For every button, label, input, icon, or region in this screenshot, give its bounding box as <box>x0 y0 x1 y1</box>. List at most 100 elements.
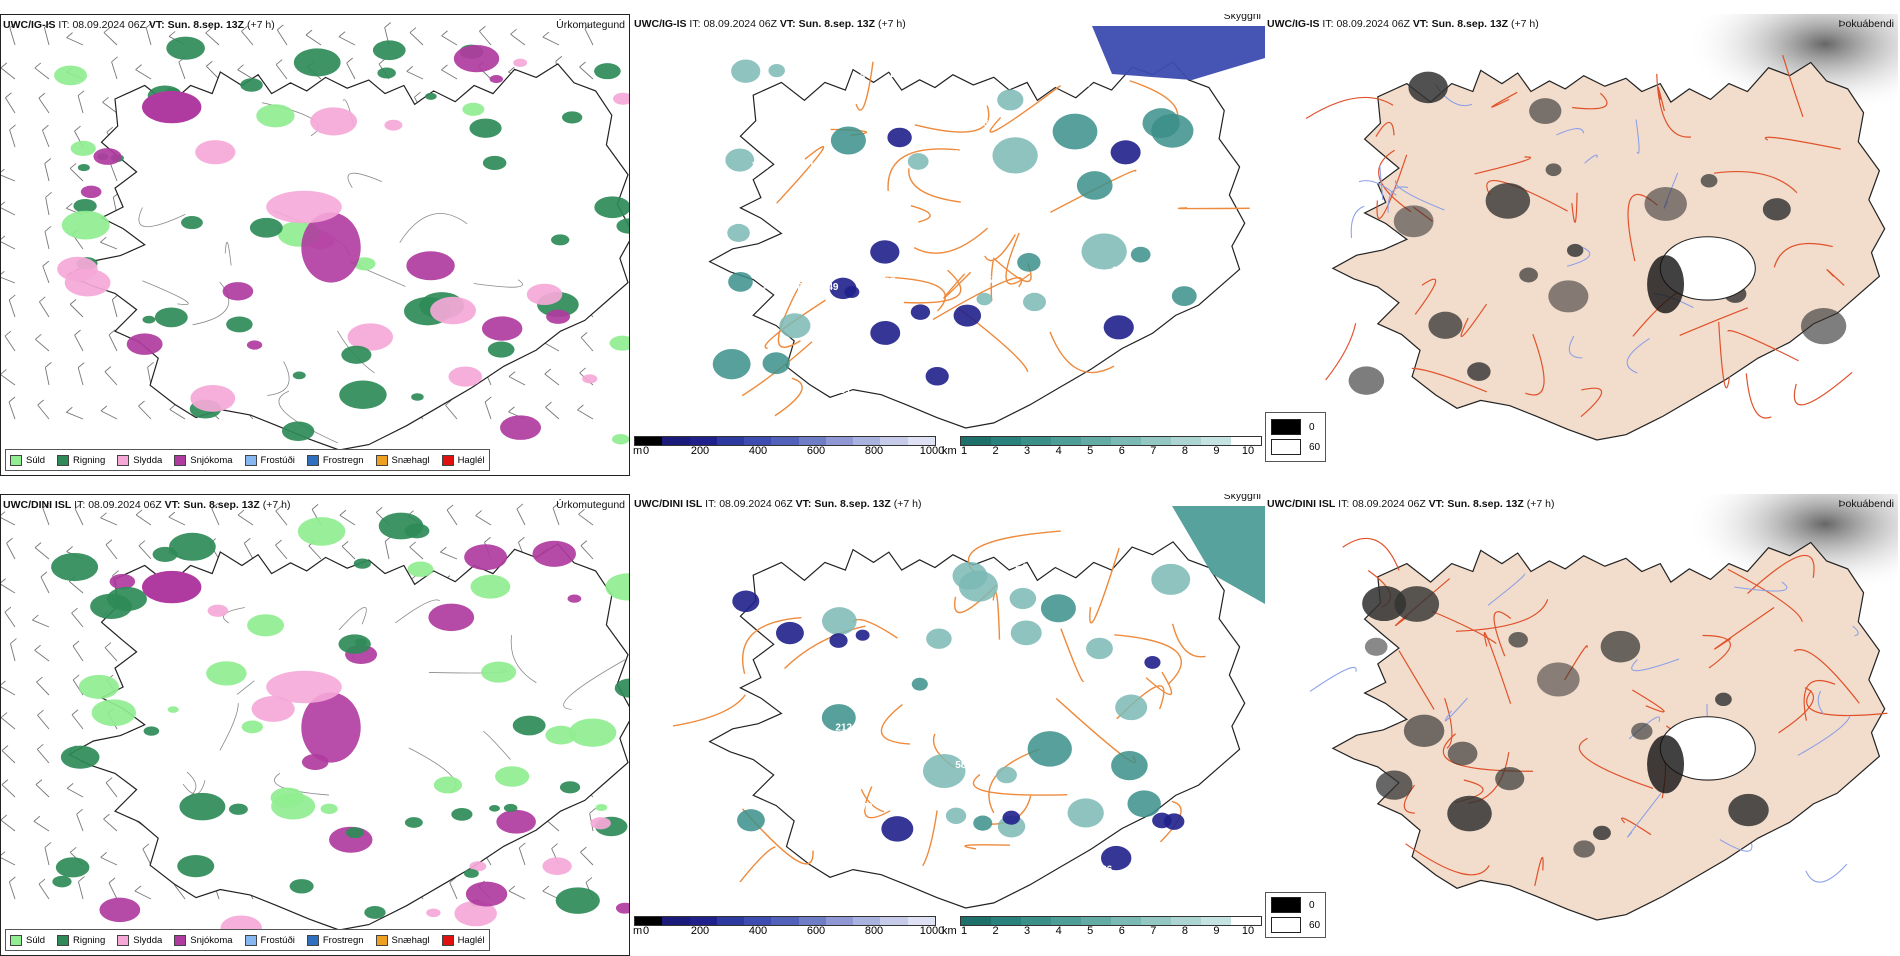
cloud-base-label: 58 <box>955 760 967 771</box>
vt-value: Sun. 8.sep. 13Z <box>167 19 245 31</box>
fog-legend-bottom: 0 60 <box>1265 892 1327 938</box>
cloud-base-label: 85 <box>848 793 860 804</box>
tick-label: 7 <box>1150 925 1157 937</box>
legend-item: Frostúði <box>244 454 295 466</box>
cloud-base-label: 59 <box>949 798 961 809</box>
fog-map <box>1309 494 1898 921</box>
precip-legend: Súld Rigning Slydda Snjókoma Frostúði Fr… <box>5 449 490 471</box>
cloud-base-label: 49 <box>827 282 839 293</box>
tick-label: 4 <box>1055 925 1062 937</box>
tick-label: 6 <box>1118 925 1125 937</box>
cloud-base-label: 150 <box>879 667 896 678</box>
cloud-base-label: 161 <box>996 285 1013 296</box>
cloud-base-label: 46 <box>760 269 772 280</box>
panel-header: UWC/DINI ISL IT: 08.09.2024 06Z VT: Sun.… <box>3 499 625 511</box>
precip-legend: Súld Rigning Slydda Snjókoma Frostúði Fr… <box>5 929 490 951</box>
cloud-base-label: 19 <box>762 280 774 291</box>
cloud-base-label: 61 <box>912 715 924 726</box>
lead-time: (+7 h) <box>246 19 275 31</box>
fog-panel-top: UWC/IG-IS IT: 08.09.2024 06Z VT: Sun. 8.… <box>1265 14 1898 484</box>
tick-label: 8 <box>1181 925 1188 937</box>
cloud-map: 212 189 140 150 97 64 65 161 61 58 85 86 70 88 59 633 <box>672 506 1265 909</box>
cloud-panel-top: 152 151 11 107 5 49 16 51 88 161 19 107 6 128 13 141 635… <box>632 14 1265 484</box>
cloud-base-label: 635 <box>976 276 993 287</box>
cloud-base-label: 70 <box>861 802 873 813</box>
fog-legend-top: 0 60 <box>1265 412 1327 462</box>
tick-label: 3 <box>1024 445 1031 457</box>
tick-label: 600 <box>806 445 826 457</box>
precip-panel-top: UWC/IG-IS IT: 08.09.2024 06Z VT: Sun. 8.… <box>0 14 630 476</box>
tick-label: 3 <box>1024 925 1031 937</box>
cloud-base-label: 172 <box>1006 188 1023 199</box>
tick-label: 400 <box>748 925 768 937</box>
cloud-base-label: 633 <box>849 770 866 781</box>
panel-header: UWC/IG-IS IT: 08.09.2024 06Z VT: Sun. 8.… <box>634 14 1261 30</box>
tick-label: 2 <box>992 925 999 937</box>
cloud-base-label: 128 <box>765 102 782 113</box>
cloud-base-label: 6 <box>860 72 866 83</box>
tick-label: 200 <box>690 925 710 937</box>
legend-item: Frostregn <box>306 454 364 466</box>
cloud-base-label: 148 <box>809 161 826 172</box>
tick-label: 200 <box>690 445 710 457</box>
tick-label: 800 <box>864 925 884 937</box>
panel-title: Skyggni <box>1223 494 1261 502</box>
legend-item: Slydda <box>117 454 162 466</box>
cloud-base-label: 141 <box>889 69 906 80</box>
cloud-base-label: 343 <box>870 119 887 130</box>
precip-panel-bottom: UWC/DINI ISL IT: 08.09.2024 06Z VT: Sun.… <box>0 494 630 956</box>
cloud-base-label: 212 <box>835 723 852 734</box>
cloud-base-label: 159 <box>829 383 846 394</box>
panel-header: UWC/DINI ISL IT: 08.09.2024 06Z VT: Sun.… <box>634 494 1261 510</box>
cloud-base-label: 189 <box>1027 830 1044 841</box>
it-label: IT: <box>58 19 70 31</box>
model-name: UWC/IG-IS <box>3 19 56 31</box>
tick-label: 5 <box>1087 925 1094 937</box>
cloud-map: 152 151 11 107 5 49 16 51 88 161 19 107 6 128 13 141 635… <box>708 26 1265 429</box>
cloud-base-label: 13 <box>1054 214 1066 225</box>
cloud-base-label: 107 <box>879 276 896 287</box>
panel-title: Skyggni <box>1223 14 1261 22</box>
cloud-base-label: 140 <box>904 620 921 631</box>
precip-map <box>1 502 629 941</box>
tick-label: 9 <box>1213 445 1220 457</box>
tick-label: 1000 <box>919 445 945 457</box>
visibility-colorbar: km 1 2 3 4 5 6 7 8 9 10 <box>942 916 1262 937</box>
fog-map <box>1305 14 1898 441</box>
it-value: 08.09.2024 06Z <box>72 19 146 31</box>
vt-label: VT: <box>148 19 165 31</box>
cloud-base-label: 107 <box>771 97 788 108</box>
panel-header: UWC/IG-IS IT: 08.09.2024 06Z VT: Sun. 8.… <box>1267 18 1894 30</box>
tick-label: 4 <box>1055 445 1062 457</box>
tick-label: 1000 <box>919 925 945 937</box>
tick-label: 400 <box>748 445 768 457</box>
cloud-base-label: 88 <box>864 262 876 273</box>
tick-label: 8 <box>1181 445 1188 457</box>
fog-panel-bottom: UWC/DINI ISL IT: 08.09.2024 06Z VT: Sun.… <box>1265 494 1898 950</box>
panel-title: Þokuábendi <box>1838 498 1894 510</box>
panel-title: Þokuábendi <box>1838 18 1894 30</box>
tick-label: 7 <box>1150 445 1157 457</box>
cloud-base-label: 88 <box>739 774 751 785</box>
tick-label: 5 <box>1087 445 1094 457</box>
cloud-base-label: 161 <box>827 666 844 677</box>
tick-label: 10 <box>1241 925 1255 937</box>
tick-label: 1 <box>960 925 968 937</box>
cloud-base-label: 86 <box>1101 865 1113 876</box>
tick-label: 2 <box>992 445 999 457</box>
tick-label: 10 <box>1241 445 1255 457</box>
tick-label: 600 <box>806 925 826 937</box>
panel-header: UWC/DINI ISL IT: 08.09.2024 06Z VT: Sun.… <box>1267 498 1894 510</box>
panel-title: Úrkomutegund <box>556 19 625 31</box>
cloud-base-label: 19 <box>954 149 966 160</box>
legend-item: Rigning <box>57 454 105 466</box>
cloud-base-label: 5 <box>872 309 878 320</box>
tick-label: 0 <box>642 445 650 457</box>
tick-label: 800 <box>864 445 884 457</box>
cloud-panel-bottom: 212 189 140 150 97 64 65 161 61 58 85 86 70 88 59 633 U… <box>632 494 1265 950</box>
tick-label: 9 <box>1213 925 1220 937</box>
tick-label: 6 <box>1118 445 1125 457</box>
cloud-base-label: 48 <box>977 118 989 129</box>
panel-title: Úrkomutegund <box>556 499 625 511</box>
legend-item: Súld <box>10 454 45 466</box>
